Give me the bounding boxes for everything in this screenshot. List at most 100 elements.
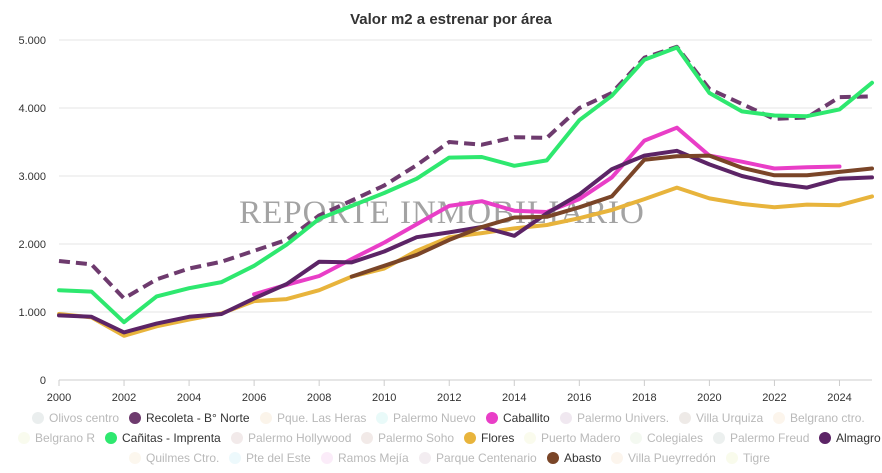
legend-item-palermo-hollywood[interactable]: Palermo Hollywood xyxy=(231,429,351,447)
legend-item-belgrano-r[interactable]: Belgrano R xyxy=(18,429,95,447)
legend-marker-icon xyxy=(361,432,373,444)
series-line-recoleta-b-norte xyxy=(58,44,873,301)
series-lines xyxy=(57,44,874,338)
legend-label: Palermo Freud xyxy=(730,431,810,445)
x-tick-label: 2010 xyxy=(372,392,396,404)
legend-item-palermo-nuevo[interactable]: Palermo Nuevo xyxy=(376,409,476,427)
legend-label: Quilmes Ctro. xyxy=(146,451,220,465)
legend-item-pque-las-heras[interactable]: Pque. Las Heras xyxy=(260,409,366,427)
legend-marker-icon xyxy=(630,432,642,444)
legend-item-almagro[interactable]: Almagro xyxy=(819,429,881,447)
legend-label: Parque Centenario xyxy=(436,451,537,465)
legend-marker-icon xyxy=(229,452,241,464)
y-tick-label: 2.000 xyxy=(18,239,46,251)
watermark: REPORTE INMOBILIARIO xyxy=(239,195,645,231)
legend-marker-icon xyxy=(679,412,691,424)
legend-label: Abasto xyxy=(564,451,602,465)
y-tick-label: 4.000 xyxy=(18,103,46,115)
legend-item-olivos-centro[interactable]: Olivos centro xyxy=(32,409,119,427)
legend-label: Pque. Las Heras xyxy=(277,411,367,425)
chart-legend: Olivos centro Recoleta - B° Norte Pque. La… xyxy=(18,409,881,473)
legend-marker-icon xyxy=(18,432,30,444)
legend-item-palermo-freud[interactable]: Palermo Freud xyxy=(713,429,809,447)
legend-marker-icon xyxy=(32,412,44,424)
legend-marker-icon xyxy=(726,452,738,464)
x-tick-label: 2020 xyxy=(697,392,721,404)
legend-item-belgrano-ctro[interactable]: Belgrano ctro. xyxy=(773,409,865,427)
x-tick-label: 2006 xyxy=(242,392,266,404)
x-tick-label: 2024 xyxy=(827,392,851,404)
legend-label: Palermo Hollywood xyxy=(248,431,352,445)
legend-label: Palermo Nuevo xyxy=(393,411,476,425)
legend-marker-icon xyxy=(773,412,785,424)
legend-label: Caballito xyxy=(503,411,550,425)
y-tick-label: 0 xyxy=(40,375,46,387)
x-tick-label: 2016 xyxy=(567,392,591,404)
legend-marker-icon xyxy=(419,452,431,464)
legend-item-recoleta-b-norte[interactable]: Recoleta - B° Norte xyxy=(129,409,250,427)
legend-item-parque-centenario[interactable]: Parque Centenario xyxy=(419,449,537,467)
legend-marker-icon xyxy=(231,432,243,444)
legend-label: Pte del Este xyxy=(246,451,311,465)
legend-label: Recoleta - B° Norte xyxy=(146,411,250,425)
x-tick-label: 2018 xyxy=(632,392,656,404)
legend-label: Villa Urquiza xyxy=(696,411,764,425)
legend-marker-icon xyxy=(547,452,559,464)
legend-label: Tigre xyxy=(743,451,770,465)
x-tick-label: 2012 xyxy=(437,392,461,404)
legend-marker-icon xyxy=(486,412,498,424)
x-tick-label: 2000 xyxy=(47,392,71,404)
legend-item-flores[interactable]: Flores xyxy=(464,429,514,447)
legend-label: Belgrano R xyxy=(35,431,96,445)
legend-marker-icon xyxy=(819,432,831,444)
legend-marker-icon xyxy=(260,412,272,424)
legend-item-puerto-madero[interactable]: Puerto Madero xyxy=(524,429,620,447)
legend-marker-icon xyxy=(376,412,388,424)
y-tick-label: 3.000 xyxy=(18,171,46,183)
legend-item-ramos-mejia[interactable]: Ramos Mejía xyxy=(321,449,409,467)
legend-label: Belgrano ctro. xyxy=(790,411,865,425)
legend-item-palermo-univers[interactable]: Palermo Univers. xyxy=(560,409,669,427)
series-line-canitas-imprenta xyxy=(57,45,874,325)
legend-marker-icon xyxy=(464,432,476,444)
x-tick-label: 2002 xyxy=(112,392,136,404)
x-tick-label: 2004 xyxy=(177,392,201,404)
y-axis: 0 1.000 2.000 3.000 4.000 5.000 xyxy=(18,35,46,387)
x-tick-label: 2008 xyxy=(307,392,331,404)
legend-marker-icon xyxy=(713,432,725,444)
line-chart: Valor m2 a estrenar por área 0 1.000 2.000… xyxy=(18,11,874,404)
legend-marker-icon xyxy=(105,432,117,444)
x-tick-label: 2022 xyxy=(762,392,786,404)
legend-item-villa-urquiza[interactable]: Villa Urquiza xyxy=(679,409,763,427)
legend-item-pte-del-este[interactable]: Pte del Este xyxy=(229,449,311,467)
legend-label: Villa Pueyrredón xyxy=(628,451,716,465)
legend-label: Olivos centro xyxy=(49,411,120,425)
x-axis: 2000 2002 2004 2006 2008 2010 2012 2014 2016 2018… xyxy=(47,379,872,404)
legend-marker-icon xyxy=(560,412,572,424)
legend-marker-icon xyxy=(129,452,141,464)
legend-label: Almagro xyxy=(836,431,881,445)
legend-item-canitas-imprenta[interactable]: Cañitas - Imprenta xyxy=(105,429,221,447)
legend-marker-icon xyxy=(611,452,623,464)
y-tick-label: 5.000 xyxy=(18,35,46,47)
chart-title: Valor m2 a estrenar por área xyxy=(350,11,552,28)
legend-label: Puerto Madero xyxy=(541,431,621,445)
legend-item-palermo-soho[interactable]: Palermo Soho xyxy=(361,429,454,447)
legend-item-colegiales[interactable]: Colegiales xyxy=(630,429,703,447)
legend-label: Colegiales xyxy=(647,431,704,445)
legend-marker-icon xyxy=(524,432,536,444)
legend-marker-icon xyxy=(321,452,333,464)
x-tick-label: 2014 xyxy=(502,392,526,404)
legend-marker-icon xyxy=(129,412,141,424)
legend-label: Palermo Univers. xyxy=(577,411,670,425)
legend-label: Palermo Soho xyxy=(378,431,455,445)
legend-item-abasto[interactable]: Abasto xyxy=(547,449,601,467)
legend-item-tigre[interactable]: Tigre xyxy=(726,449,770,467)
legend-label: Flores xyxy=(481,431,515,445)
legend-item-quilmes-ctro[interactable]: Quilmes Ctro. xyxy=(129,449,219,467)
legend-item-villa-pueyrredon[interactable]: Villa Pueyrredón xyxy=(611,449,716,467)
legend-item-caballito[interactable]: Caballito xyxy=(486,409,550,427)
y-tick-label: 1.000 xyxy=(18,307,46,319)
series-line-abasto xyxy=(349,153,874,279)
series-line-almagro xyxy=(57,148,874,335)
